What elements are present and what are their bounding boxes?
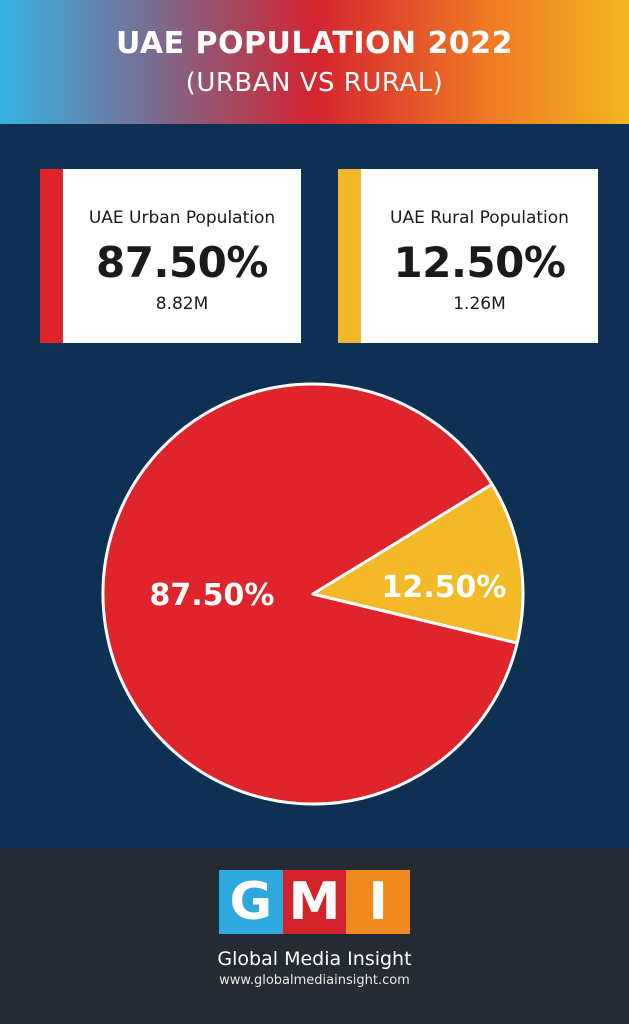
rural-population-card: UAE Rural Population 12.50% 1.26M bbox=[338, 169, 598, 343]
pie-label-urban: 87.50% bbox=[150, 578, 275, 613]
urban-color-bar bbox=[40, 169, 63, 343]
logo-letter-m: M bbox=[282, 870, 347, 934]
population-pie-chart: 87.50% 12.50% bbox=[101, 382, 525, 806]
rural-population-count: 1.26M bbox=[453, 294, 506, 314]
urban-population-percent: 87.50% bbox=[96, 238, 268, 287]
rural-color-bar bbox=[338, 169, 361, 343]
header-banner: UAE POPULATION 2022 (URBAN VS RURAL) bbox=[0, 0, 629, 124]
gmi-logo: G M I bbox=[219, 870, 411, 934]
page-title: UAE POPULATION 2022 bbox=[115, 26, 514, 61]
brand-url[interactable]: www.globalmediainsight.com bbox=[219, 973, 410, 988]
logo-letter-g: G bbox=[219, 870, 283, 934]
pie-label-rural: 12.50% bbox=[382, 570, 507, 605]
rural-population-label: UAE Rural Population bbox=[390, 208, 569, 228]
brand-name: Global Media Insight bbox=[217, 948, 412, 970]
rural-population-percent: 12.50% bbox=[393, 238, 566, 287]
pie-slice-urban bbox=[101, 382, 519, 806]
pie-slice-rural bbox=[311, 482, 525, 645]
logo-letter-i: I bbox=[346, 870, 411, 934]
urban-population-count: 8.82M bbox=[155, 294, 209, 314]
main-panel: UAE Urban Population 87.50% 8.82M UAE Ru… bbox=[0, 124, 629, 848]
page-subtitle: (URBAN VS RURAL) bbox=[185, 68, 444, 98]
urban-population-label: UAE Urban Population bbox=[88, 208, 276, 228]
footer: G M I Global Media Insight www.globalmed… bbox=[0, 848, 629, 1024]
urban-population-card: UAE Urban Population 87.50% 8.82M bbox=[40, 169, 301, 343]
